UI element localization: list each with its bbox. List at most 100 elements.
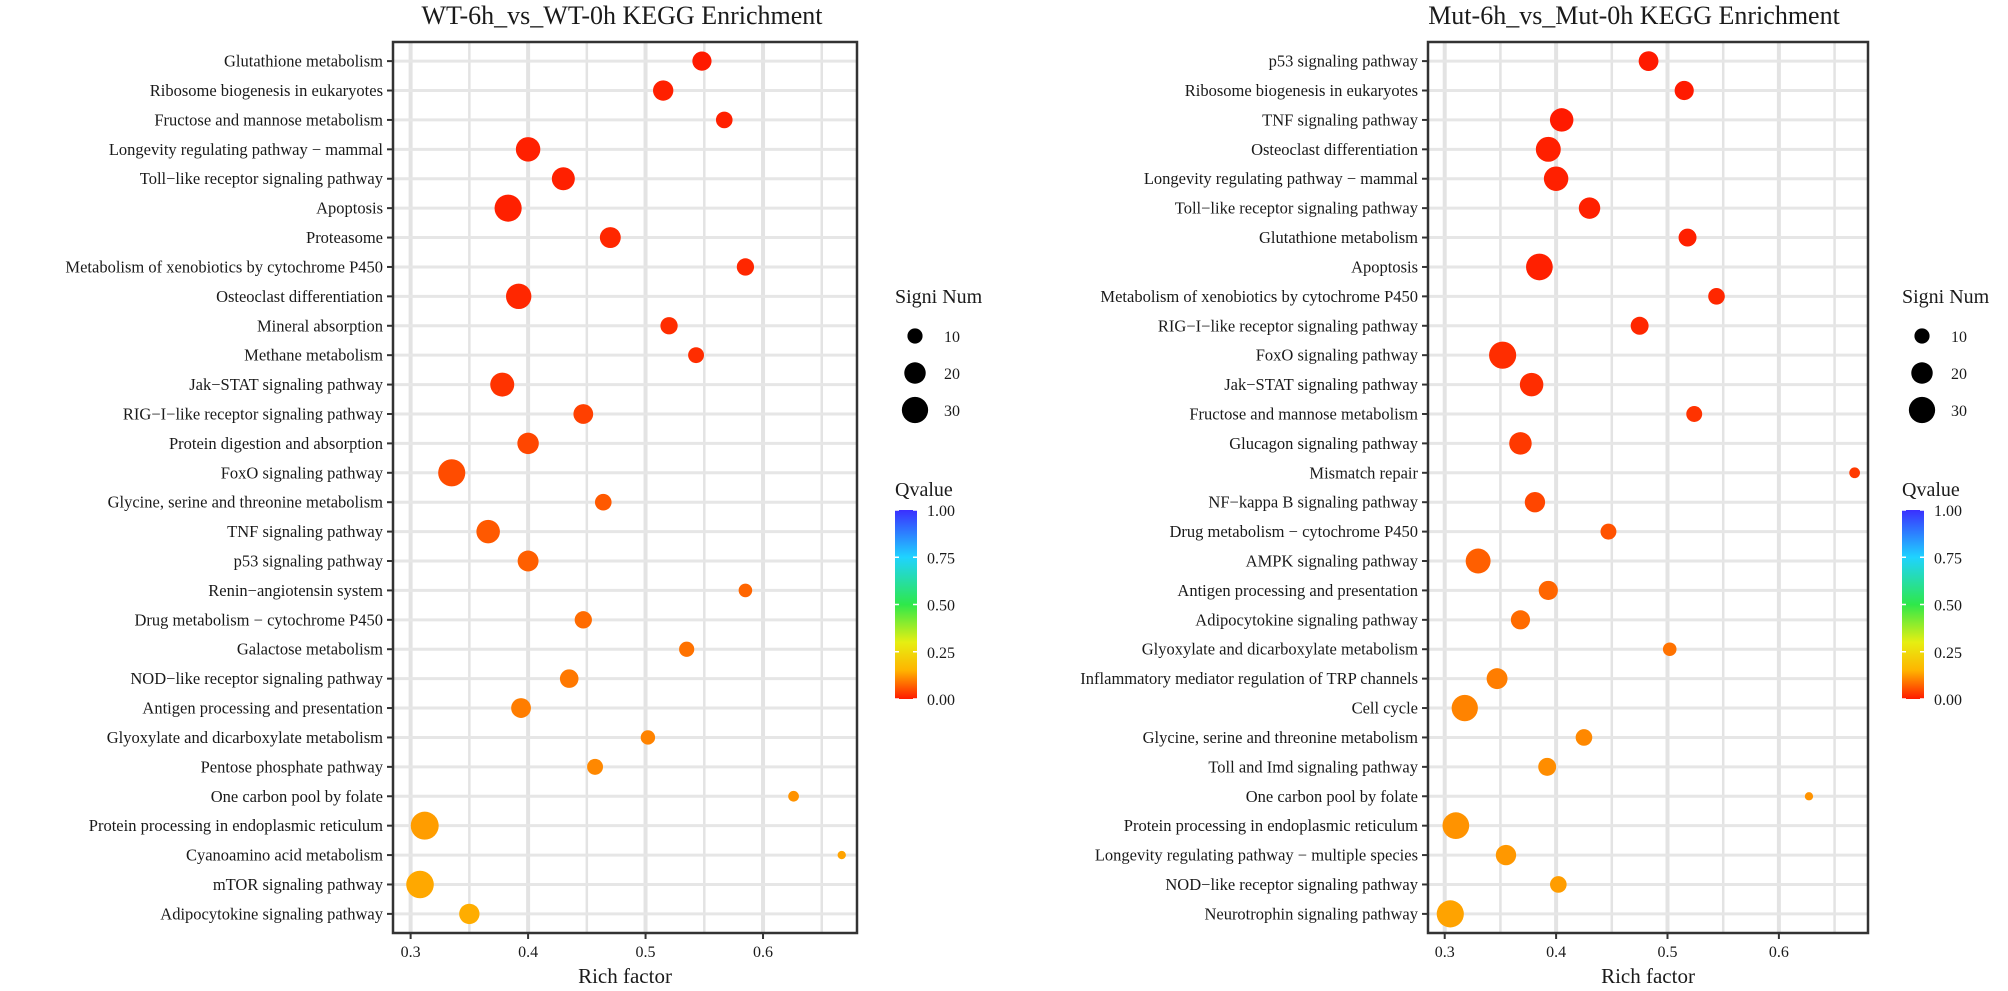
data-point (1578, 197, 1601, 219)
data-point (517, 432, 539, 455)
pathway-label: FoxO signaling pathway (1256, 346, 1419, 365)
pathway-label: Osteoclast differentiation (216, 287, 383, 306)
pathway-label: Cell cycle (1352, 699, 1418, 718)
y-axis-labels: p53 signaling pathway Ribosome biogenesis… (1080, 52, 1428, 923)
data-point (1708, 288, 1725, 305)
x-tick-label: 0.6 (1769, 944, 1789, 961)
pathway-label: Protein processing in endoplasmic reticu… (1124, 816, 1418, 835)
pathway-label: p53 signaling pathway (1269, 52, 1419, 71)
size-legend-key (904, 362, 926, 384)
data-point (594, 493, 612, 511)
qvalue-colorbar (1902, 510, 1924, 699)
pathway-label: Cyanoamino acid metabolism (186, 846, 383, 865)
pathway-label: Longevity regulating pathway − mammal (1144, 169, 1419, 188)
pathway-label: RIG−I−like receptor signaling pathway (123, 404, 384, 423)
pathway-label: Galactose metabolism (237, 640, 383, 659)
size-legend-key (907, 328, 923, 344)
data-point (1509, 432, 1532, 455)
size-legend-key (1908, 396, 1936, 424)
qvalue-legend-title: Qvalue (1902, 479, 1960, 501)
data-point (736, 258, 755, 276)
data-point (660, 317, 678, 335)
data-point (1575, 729, 1593, 746)
data-point (1849, 467, 1860, 479)
data-point (505, 283, 532, 310)
data-point (738, 583, 753, 598)
pathway-label: Fructose and mannose metabolism (154, 110, 383, 129)
data-point (599, 227, 621, 249)
qvalue-legend-label: 0.50 (927, 598, 955, 615)
qvalue-legend-label: 0.25 (1934, 645, 1962, 662)
y-axis-labels: Glutathione metabolism Ribosome biogenesi… (65, 52, 393, 923)
pathway-label: Glucagon signaling pathway (1229, 434, 1419, 453)
data-point (1495, 844, 1517, 866)
data-point (1600, 523, 1617, 540)
pathway-label: Osteoclast differentiation (1251, 140, 1418, 159)
pathway-label: Ribosome biogenesis in eukaryotes (1185, 81, 1418, 100)
pathway-label: Glyoxylate and dicarboxylate metabolism (1142, 640, 1418, 659)
data-point (515, 137, 541, 162)
data-point (1442, 812, 1470, 840)
size-legend-key (901, 396, 929, 424)
data-points (406, 51, 846, 925)
data-point (1451, 694, 1478, 722)
data-point (1519, 372, 1544, 397)
data-point (679, 641, 695, 657)
chart-panel-2: p53 signaling pathway Ribosome biogenesis… (1080, 1, 1989, 988)
chart-title: Mut-6h_vs_Mut-0h KEGG Enrichment (1428, 1, 1840, 30)
pathway-label: Glutathione metabolism (1259, 228, 1418, 247)
chart-panel-1: Glutathione metabolism Ribosome biogenesi… (65, 1, 982, 988)
gridlines (393, 42, 857, 933)
pathway-label: NF−kappa B signaling pathway (1208, 493, 1418, 512)
data-point (1465, 548, 1491, 574)
data-point (573, 404, 594, 424)
data-point (1535, 136, 1561, 162)
data-point (1638, 51, 1659, 72)
data-point (788, 790, 799, 802)
data-point (1526, 253, 1553, 281)
data-point (459, 903, 480, 925)
qvalue-legend-label: 0.50 (1934, 598, 1962, 615)
pathway-label: Mismatch repair (1309, 463, 1418, 482)
data-point (837, 850, 846, 860)
pathway-label: Toll−like receptor signaling pathway (140, 169, 384, 188)
data-point (1686, 406, 1703, 422)
pathway-label: Ribosome biogenesis in eukaryotes (150, 81, 383, 100)
data-point (517, 550, 539, 572)
pathway-label: NOD−like receptor signaling pathway (1165, 875, 1418, 894)
pathway-label: Pentose phosphate pathway (201, 757, 384, 776)
qvalue-legend-label: 1.00 (1934, 503, 1962, 520)
pathway-label: Mineral absorption (257, 316, 383, 335)
data-point (1674, 80, 1694, 101)
qvalue-legend-label: 0.25 (927, 645, 955, 662)
pathway-label: Glutathione metabolism (224, 52, 383, 71)
pathway-label: Toll and Imd signaling pathway (1208, 757, 1418, 776)
data-point (1678, 228, 1697, 247)
pathway-label: Jak−STAT signaling pathway (1224, 375, 1418, 394)
size-legend-label: 10 (944, 329, 960, 346)
data-point (1804, 792, 1814, 801)
pathway-label: p53 signaling pathway (234, 552, 384, 571)
size-legend-label: 30 (1951, 403, 1967, 420)
x-axis: 0.3 0.4 0.5 0.6 Rich factor (401, 933, 773, 988)
qvalue-legend: Qvalue 1.00 0.75 0.50 0.25 0.00 (895, 479, 955, 709)
pathway-label: One carbon pool by folate (211, 787, 383, 806)
pathway-label: Metabolism of xenobiotics by cytochrome … (1100, 287, 1418, 306)
pathway-label: Apoptosis (316, 199, 383, 218)
size-legend-label: 20 (1951, 366, 1967, 383)
pathway-label: Drug metabolism − cytochrome P450 (134, 610, 383, 629)
pathway-label: Adipocytokine signaling pathway (1195, 610, 1418, 629)
size-legend-key (1911, 362, 1933, 384)
pathway-label: Glyoxylate and dicarboxylate metabolism (107, 728, 383, 747)
data-point (640, 730, 656, 745)
qvalue-legend-label: 0.75 (1934, 550, 1962, 567)
pathway-label: Inflammatory mediator regulation of TRP … (1080, 669, 1418, 688)
x-axis-title: Rich factor (578, 964, 672, 988)
size-legend: Signi Num 10 20 30 (895, 286, 983, 424)
pathway-label: TNF signaling pathway (1262, 110, 1419, 129)
plot-border (1426, 40, 1870, 935)
qvalue-colorbar (895, 510, 917, 699)
data-point (1489, 341, 1517, 369)
pathway-label: RIG−I−like receptor signaling pathway (1158, 316, 1419, 335)
